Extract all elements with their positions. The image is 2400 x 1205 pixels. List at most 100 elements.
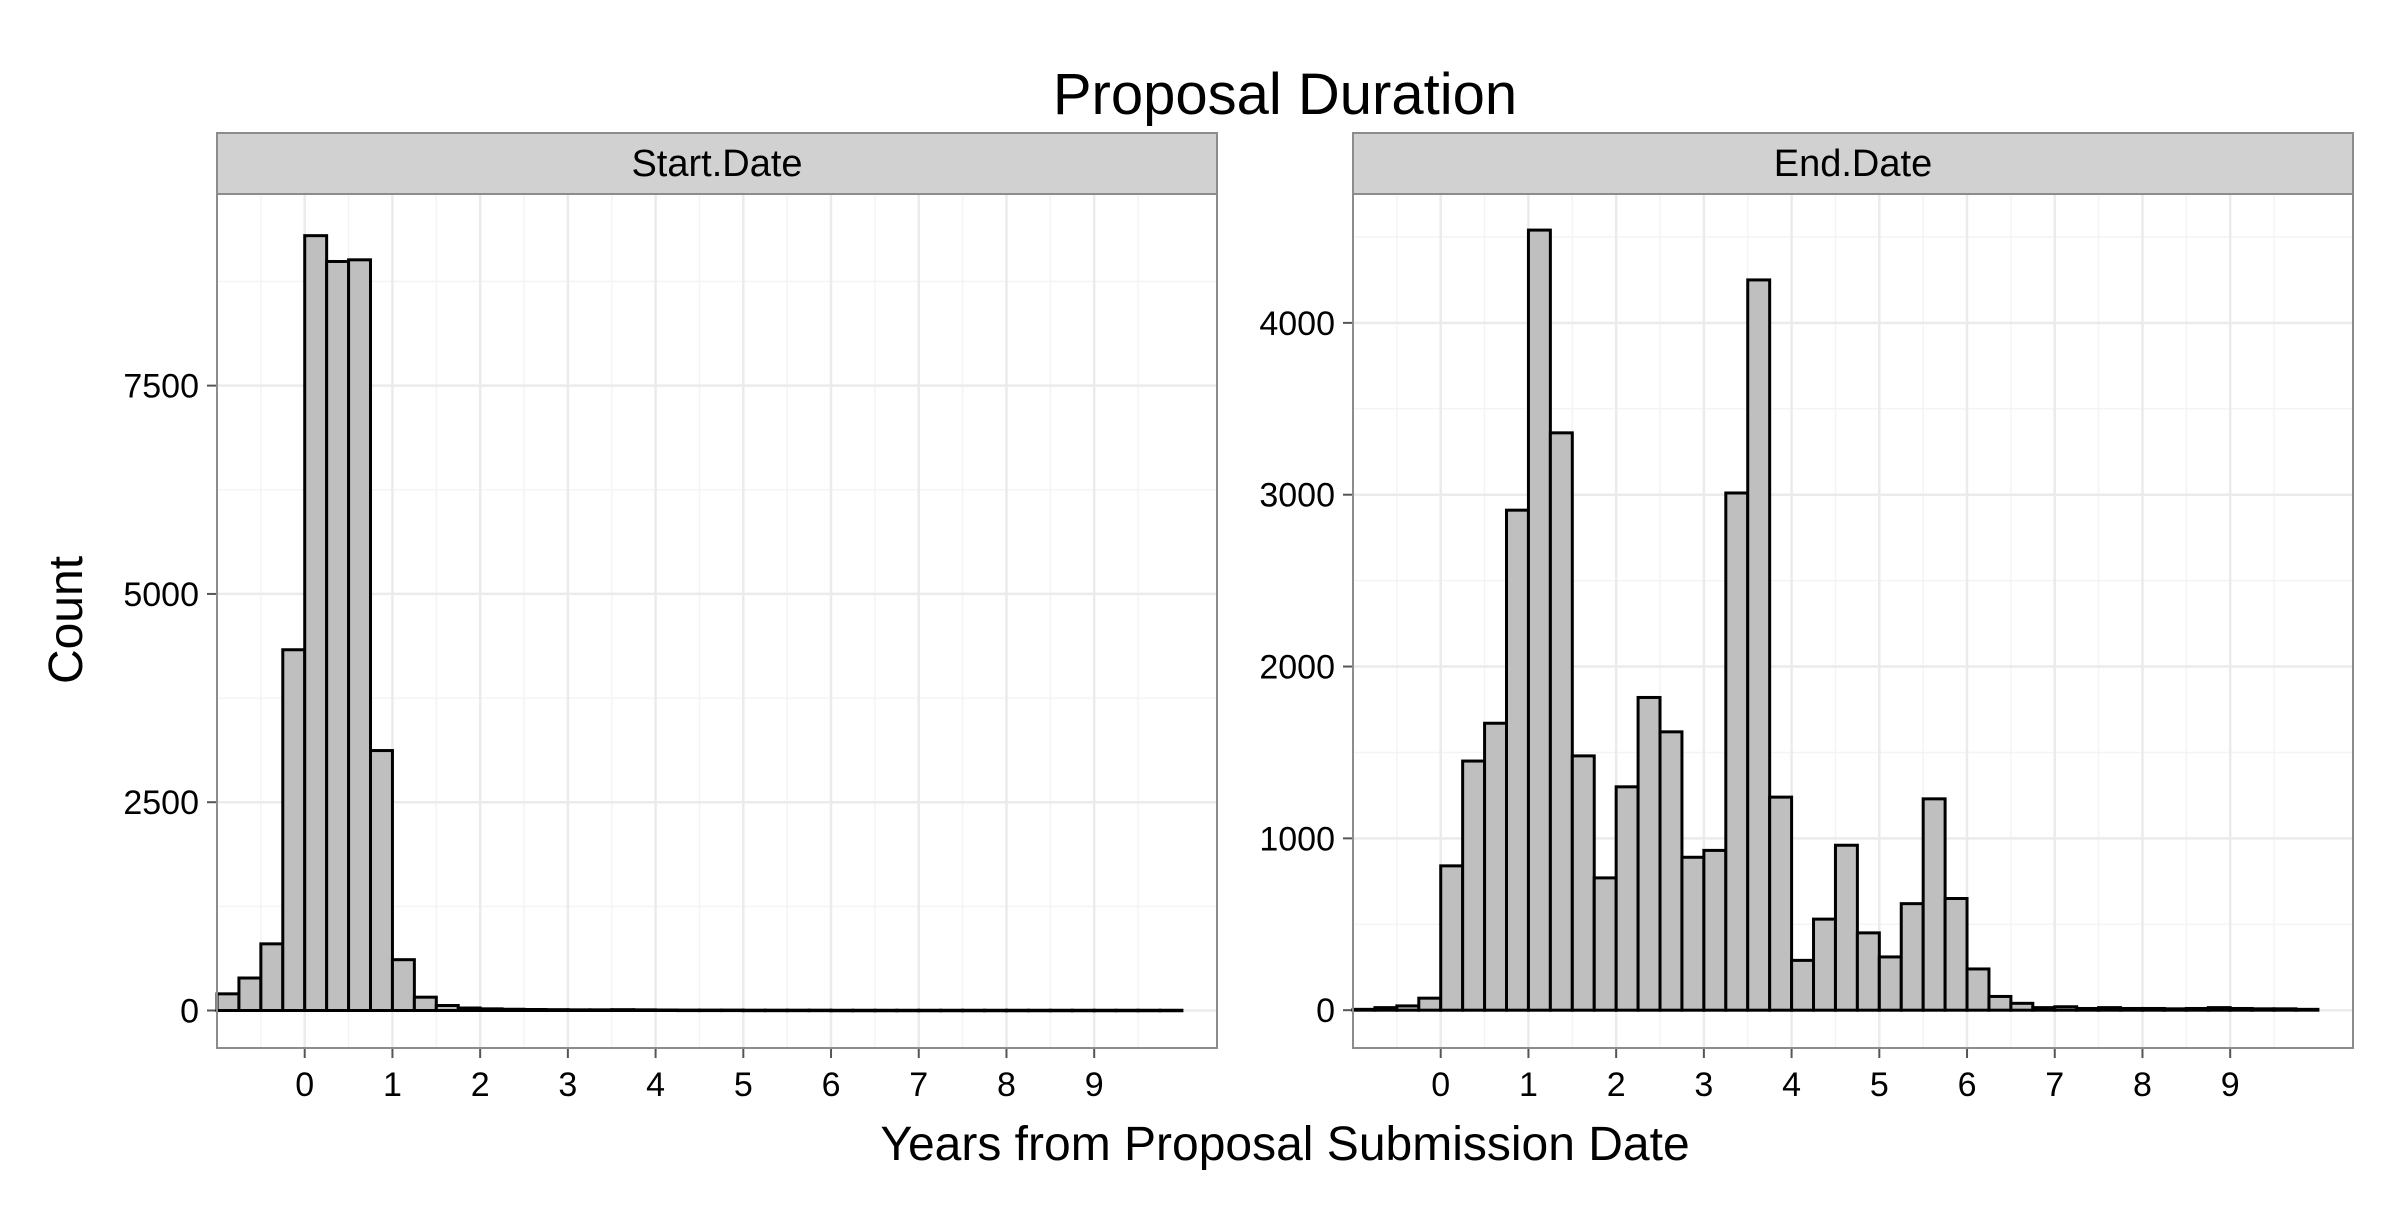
histogram-bar: [325, 259, 351, 1013]
histogram-bar: [2097, 1006, 2123, 1012]
histogram-bar: [1004, 1008, 1030, 1013]
facet-panel-1: End.Date 0 1 2 3 4 5 6 7 8 9 0 1000 2000 3000 4000: [1259, 132, 2354, 1104]
histogram-bar: [1505, 508, 1530, 1012]
histogram-bar: [2162, 1007, 2188, 1012]
histogram-bar: [763, 1008, 789, 1013]
facet-strip-label: Start.Date: [631, 143, 802, 185]
y-tick-label: 7500: [123, 368, 199, 406]
histogram-bar: [1855, 931, 1881, 1012]
x-tick-label: 7: [2045, 1066, 2064, 1104]
x-tick-label: 4: [646, 1066, 665, 1104]
histogram-bar: [1833, 843, 1859, 1012]
x-tick-label: 3: [1694, 1066, 1713, 1104]
y-tick-label: 4000: [1259, 305, 1335, 343]
x-tick-label: 2: [471, 1066, 490, 1104]
histogram-bar: [1570, 754, 1596, 1012]
histogram-bar: [1548, 431, 1574, 1012]
histogram-bar: [2053, 1005, 2079, 1012]
histogram-bar: [2075, 1006, 2101, 1012]
histogram-bar: [1746, 278, 1772, 1012]
histogram-bar: [1790, 958, 1816, 1012]
histogram-bar: [369, 749, 394, 1013]
histogram-bar: [522, 1008, 548, 1013]
histogram-bar: [1114, 1008, 1140, 1013]
histogram-bar: [1768, 795, 1794, 1012]
histogram-bar: [2031, 1006, 2057, 1012]
histogram-bar: [917, 1008, 943, 1013]
histogram-bar: [347, 258, 373, 1013]
histogram-bar: [1987, 994, 2013, 1012]
x-tick-label: 8: [2133, 1066, 2152, 1104]
x-tick-label: 4: [1782, 1066, 1801, 1104]
y-tick-label: 3000: [1259, 477, 1335, 515]
histogram-bar: [961, 1008, 987, 1013]
histogram-bar: [1048, 1008, 1074, 1013]
x-tick-label: 6: [822, 1066, 841, 1104]
histogram-bar: [390, 958, 416, 1013]
histogram-bar: [1070, 1008, 1096, 1013]
histogram-bar: [1877, 955, 1903, 1012]
facet-strip-label: End.Date: [1774, 143, 1932, 185]
y-axis-label: Count: [40, 556, 93, 684]
x-tick-label: 8: [997, 1066, 1016, 1104]
histogram-bar: [303, 234, 329, 1013]
histogram-bar: [785, 1008, 811, 1013]
histogram-bar: [2250, 1007, 2276, 1012]
histogram-bar: [719, 1008, 745, 1013]
histogram-bar: [544, 1008, 570, 1013]
facet-panel-0: Start.Date 0 1 2 3 4 5 6 7 8 9 0 2500 5000 7500: [123, 132, 1218, 1104]
histogram-bar: [1092, 1008, 1118, 1013]
histogram-bar: [1921, 797, 1947, 1012]
histogram-bar: [1373, 1006, 1399, 1012]
histogram-bar: [1395, 1004, 1421, 1012]
y-tick-label: 2000: [1259, 649, 1335, 687]
histogram-bar: [1965, 967, 1991, 1012]
histogram-bar: [741, 1008, 767, 1013]
histogram-bar: [939, 1008, 965, 1013]
x-tick-label: 1: [1519, 1066, 1538, 1104]
histogram-bar: [807, 1008, 833, 1013]
y-tick-label: 0: [180, 993, 199, 1031]
histogram-bar: [1526, 228, 1552, 1012]
histogram-bar: [2294, 1007, 2320, 1012]
x-tick-label: 5: [1870, 1066, 1889, 1104]
histogram-bar: [873, 1008, 899, 1013]
histogram-bar: [237, 976, 263, 1013]
histogram-bar: [259, 942, 285, 1013]
histogram-bar: [1812, 917, 1837, 1012]
histogram-bar: [829, 1008, 855, 1013]
histogram-bar: [588, 1008, 614, 1013]
histogram-bar: [566, 1008, 592, 1013]
panel-border: [1352, 193, 2354, 1049]
histogram-bar: [983, 1008, 1008, 1013]
x-tick-label: 7: [909, 1066, 928, 1104]
chart-title: Proposal Duration: [1053, 62, 1517, 127]
x-axis-label: Years from Proposal Submission Date: [880, 1118, 1689, 1171]
histogram-bar: [1899, 902, 1925, 1012]
histogram-bar: [215, 992, 241, 1013]
histogram-bar: [281, 648, 307, 1013]
histogram-bar: [1461, 759, 1487, 1012]
x-tick-label: 0: [1431, 1066, 1450, 1104]
histogram-bar: [2009, 1001, 2035, 1012]
histogram-bar: [1592, 876, 1618, 1012]
histogram-bar: [1417, 996, 1443, 1012]
x-tick-label: 5: [734, 1066, 753, 1104]
histogram-bar: [632, 1008, 658, 1013]
histogram-bar: [1026, 1008, 1052, 1013]
facet-strip: [1352, 132, 2354, 195]
histogram-bar: [2140, 1006, 2166, 1012]
histogram-bar: [412, 995, 438, 1013]
histogram-bar: [1158, 1008, 1184, 1013]
histogram-bar: [697, 1008, 723, 1013]
facet-strip: [216, 132, 1218, 195]
histogram-bar: [478, 1007, 504, 1013]
histogram-bar: [1483, 721, 1509, 1012]
histogram-bar: [654, 1008, 680, 1013]
histogram-bar: [2228, 1006, 2254, 1012]
y-tick-label: 2500: [123, 784, 199, 822]
histogram-bar: [2184, 1006, 2210, 1012]
x-tick-label: 1: [383, 1066, 402, 1104]
